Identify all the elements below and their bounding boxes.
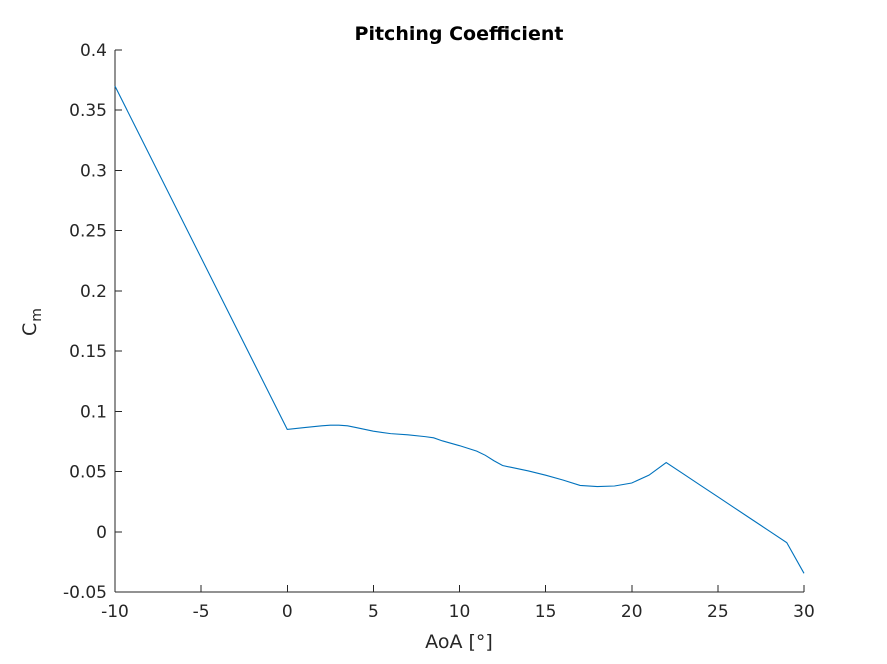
y-tick-label: -0.05 [63,583,107,603]
x-tick-label: -5 [193,602,210,622]
x-axis-title: AoA [°] [425,631,493,653]
cm-series-line [114,85,805,574]
y-tick-label: 0.2 [80,282,107,302]
x-tick-label: 10 [449,602,471,622]
x-tick-label: 0 [282,602,293,622]
y-tick-label: 0.15 [69,342,107,362]
y-axis-title-main: C [19,323,41,336]
x-tick-label: -10 [101,602,129,622]
y-axis-title-subscript: m [29,308,45,322]
y-axis-ticks: -0.05 0 0.05 0.1 0.15 0.2 0.25 0.3 0.35 0.4 [63,41,122,603]
x-tick-label: 20 [621,602,643,622]
x-tick-label: 15 [535,602,557,622]
x-tick-label: 25 [707,602,729,622]
chart-title: Pitching Coefficient [355,23,564,45]
y-tick-label: 0.05 [69,463,107,483]
x-axis-ticks: -10 -5 0 5 10 15 20 25 30 [101,585,815,622]
y-tick-label: 0.4 [80,41,107,61]
x-tick-label: 5 [368,602,379,622]
y-tick-label: 0.1 [80,402,107,422]
y-tick-label: 0.35 [69,101,107,121]
y-tick-label: 0 [96,523,107,543]
axes [114,50,804,593]
y-tick-label: 0.3 [80,161,107,181]
series-group [114,85,805,574]
y-tick-label: 0.25 [69,222,107,242]
x-tick-label: 30 [793,602,815,622]
y-axis-title: Cm [19,308,45,336]
